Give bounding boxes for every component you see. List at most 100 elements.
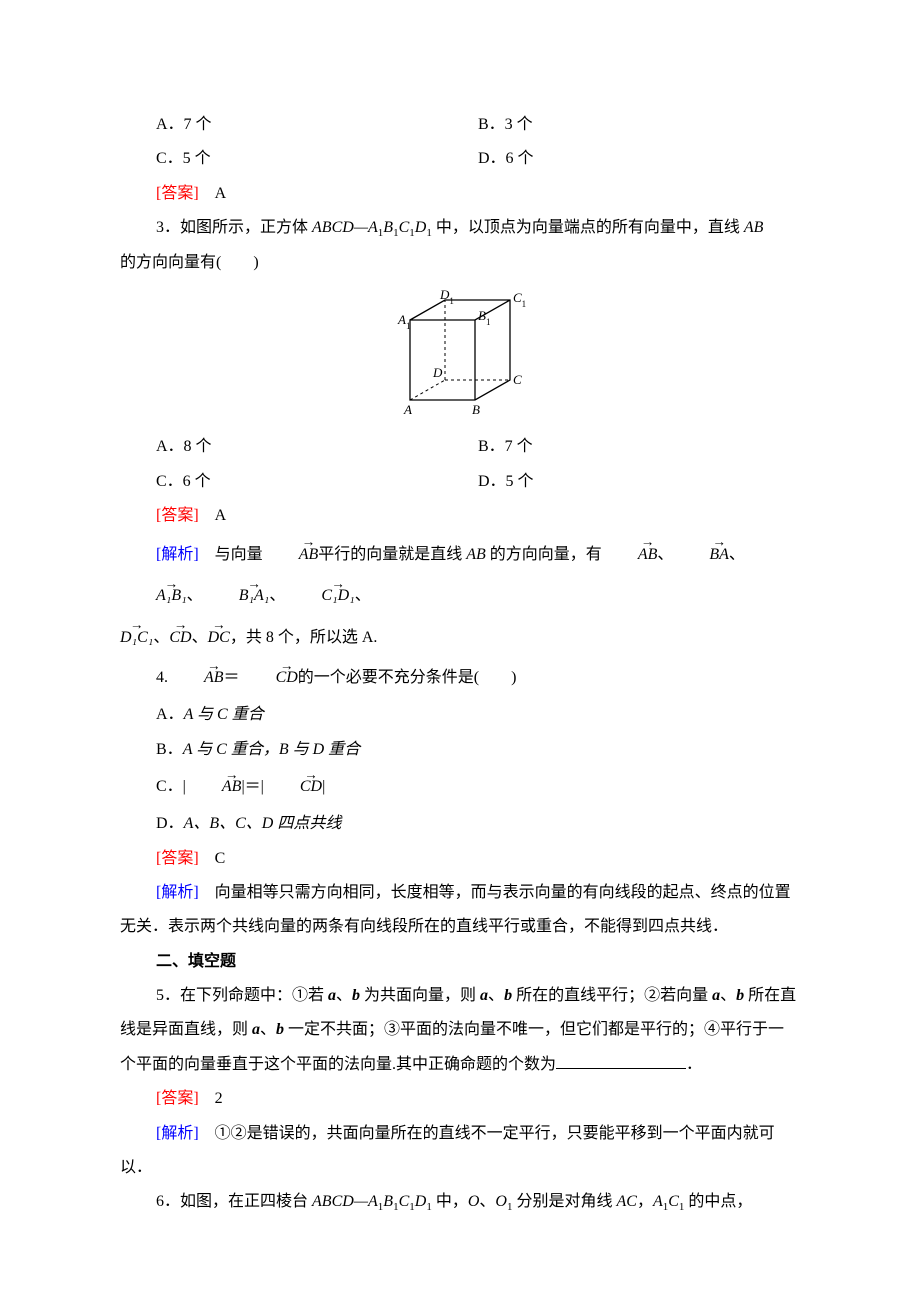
q6-O1: O1 [495, 1193, 512, 1210]
t3: C [399, 219, 410, 236]
q5-explain: [解析] ①②是错误的，共面向量所在的直线不一定平行，只要能平移到一个平面内就可… [120, 1117, 800, 1186]
q3-option-d: D．5 个 [478, 465, 800, 499]
answer-label: [答案] [156, 507, 199, 524]
q6-stem: 6．如图，在正四棱台 ABCD—A1B1C1D1 中，O、O1 分别是对角线 A… [120, 1185, 800, 1220]
q-prev-option-c: C．5 个 [120, 142, 478, 176]
q3-ex-ab: AB [466, 546, 486, 563]
q3-option-c: C．6 个 [120, 465, 478, 499]
q4c-pre: C．| [156, 778, 186, 795]
vec-5: D₁C₁ [120, 617, 153, 659]
q4-v2: CD [240, 658, 298, 698]
q4c-v2: CD [264, 767, 322, 807]
lbl-d: D [432, 365, 443, 380]
q3-ex-p3: 的方向向量，有 [486, 546, 602, 563]
q5-answer: [答案] 2 [120, 1082, 800, 1116]
q6c1: C [668, 1193, 679, 1210]
q6t1: ABCD—A [312, 1193, 378, 1210]
answer-value: A [199, 185, 227, 202]
q4a-pre: A． [156, 706, 184, 723]
q6t3: C [399, 1193, 410, 1210]
answer-value: 2 [199, 1090, 223, 1107]
q6-ac: AC [616, 1193, 636, 1210]
q4-option-d: D．A、B、C、D 四点共线 [120, 807, 800, 841]
lbl-a: A [403, 402, 412, 417]
q4-num: 4. [156, 669, 168, 686]
q3-options-row1: A．8 个 B．7 个 [120, 430, 800, 464]
q3-ab: AB [744, 219, 764, 236]
q4c-mid: |＝| [241, 778, 263, 795]
q4-stem: 4.AB＝CD的一个必要不充分条件是( ) [120, 658, 800, 698]
q5-explain-body: ①②是错误的，共面向量所在的直线不一定平行，只要能平移到一个平面内就可以． [120, 1125, 775, 1176]
q6-cube: ABCD—A1B1C1D1 [312, 1193, 432, 1210]
explain-label: [解析] [156, 546, 199, 563]
q6-pre: 6．如图，在正四棱台 [156, 1193, 312, 1210]
t1: ABCD—A [312, 219, 378, 236]
vec-0: AB [602, 534, 658, 576]
lbl-d1: D1 [439, 290, 454, 306]
q6a1: A [653, 1193, 663, 1210]
q6-tail1: 分别是对角线 [512, 1193, 616, 1210]
q4-explain-body: 向量相等只需方向相同，长度相等，而与表示向量的有向线段的起点、终点的位置无关．表… [120, 884, 791, 935]
lbl-c: C [513, 372, 522, 387]
lbl-b1: B1 [478, 308, 490, 327]
answer-label: [答案] [156, 185, 199, 202]
q4a-txt: A 与 C 重合 [184, 706, 264, 723]
explain-label: [解析] [156, 884, 199, 901]
section2-title: 二、填空题 [120, 945, 800, 979]
explain-label: [解析] [156, 1125, 199, 1142]
q6-mid: 中， [432, 1193, 468, 1210]
cube-icon: A1 D1 C1 B1 A D C B [390, 290, 530, 420]
t2: B [383, 219, 393, 236]
q4b-txt: A 与 C 重合，B 与 D 重合 [183, 741, 361, 758]
q-prev-option-d: D．6 个 [478, 142, 800, 176]
q-prev-option-b: B．3 个 [478, 108, 800, 142]
t4: D [415, 219, 427, 236]
answer-value: C [199, 850, 226, 867]
q6-O: O [468, 1193, 480, 1210]
q3-stem-line2: 的方向向量有( ) [120, 246, 800, 280]
q3-option-a: A．8 个 [120, 430, 478, 464]
q6t2: B [383, 1193, 393, 1210]
q4-tail: 的一个必要不充分条件是( ) [298, 669, 517, 686]
q-prev-answer: [答案] A [120, 177, 800, 211]
q-prev-options-row1: A．7 个 B．3 个 [120, 108, 800, 142]
q3-cube-name: ABCD—A1B1C1D1 [312, 219, 432, 236]
q4d-txt: A、B、C、D 四点共线 [184, 815, 342, 832]
q4-v1: AB [168, 658, 224, 698]
lbl-a1: A1 [397, 312, 410, 331]
q3-ex-p1: 与向量 [199, 546, 263, 563]
q6-c2: ， [637, 1193, 653, 1210]
q3-stem-prefix: 3．如图所示，正方体 [156, 219, 312, 236]
q3-option-b: B．7 个 [478, 430, 800, 464]
q4-explain: [解析] 向量相等只需方向相同，长度相等，而与表示向量的有向线段的起点、终点的位… [120, 876, 800, 945]
vec-1: BA [673, 534, 729, 576]
q3-ex-p2: 平行的向量就是直线 [318, 546, 466, 563]
lbl-c1: C1 [513, 290, 526, 309]
page-content: A．7 个 B．3 个 C．5 个 D．6 个 [答案] A 3．如图所示，正方… [0, 0, 920, 1302]
q4d-pre: D． [156, 815, 184, 832]
q4-answer: [答案] C [120, 842, 800, 876]
q-prev-option-a: A．7 个 [120, 108, 478, 142]
vec-4: C₁D₁ [285, 575, 354, 617]
q4b-pre: B． [156, 741, 183, 758]
q4-eq: ＝ [224, 669, 240, 686]
q5-tail: ． [686, 1056, 702, 1073]
blank-underline [556, 1052, 686, 1069]
q3-ex-tail: ，共 8 个，所以选 A. [230, 629, 378, 646]
q4-option-a: A．A 与 C 重合 [120, 698, 800, 732]
q4c-end: | [322, 778, 325, 795]
q3-explain: [解析] 与向量AB平行的向量就是直线 AB 的方向向量，有AB、BA、A₁B₁… [120, 534, 800, 617]
q6-c1: 、 [479, 1193, 495, 1210]
q6t4: D [415, 1193, 427, 1210]
q3-stem: 3．如图所示，正方体 ABCD—A1B1C1D1 中，以顶点为向量端点的所有向量… [120, 211, 800, 246]
q6o1t: O [495, 1193, 507, 1210]
q3-explain-line2: D₁C₁、CD、DC，共 8 个，所以选 A. [120, 617, 800, 659]
answer-value: A [199, 507, 227, 524]
q3-figure: A1 D1 C1 B1 A D C B [120, 290, 800, 424]
answer-label: [答案] [156, 1090, 199, 1107]
q6-tail2: 的中点， [684, 1193, 752, 1210]
q3-stem-mid: 中，以顶点为向量端点的所有向量中，直线 [432, 219, 744, 236]
q4c-v1: AB [186, 767, 242, 807]
q3-options-row2: C．6 个 D．5 个 [120, 465, 800, 499]
q-prev-options-row2: C．5 个 D．6 个 [120, 142, 800, 176]
